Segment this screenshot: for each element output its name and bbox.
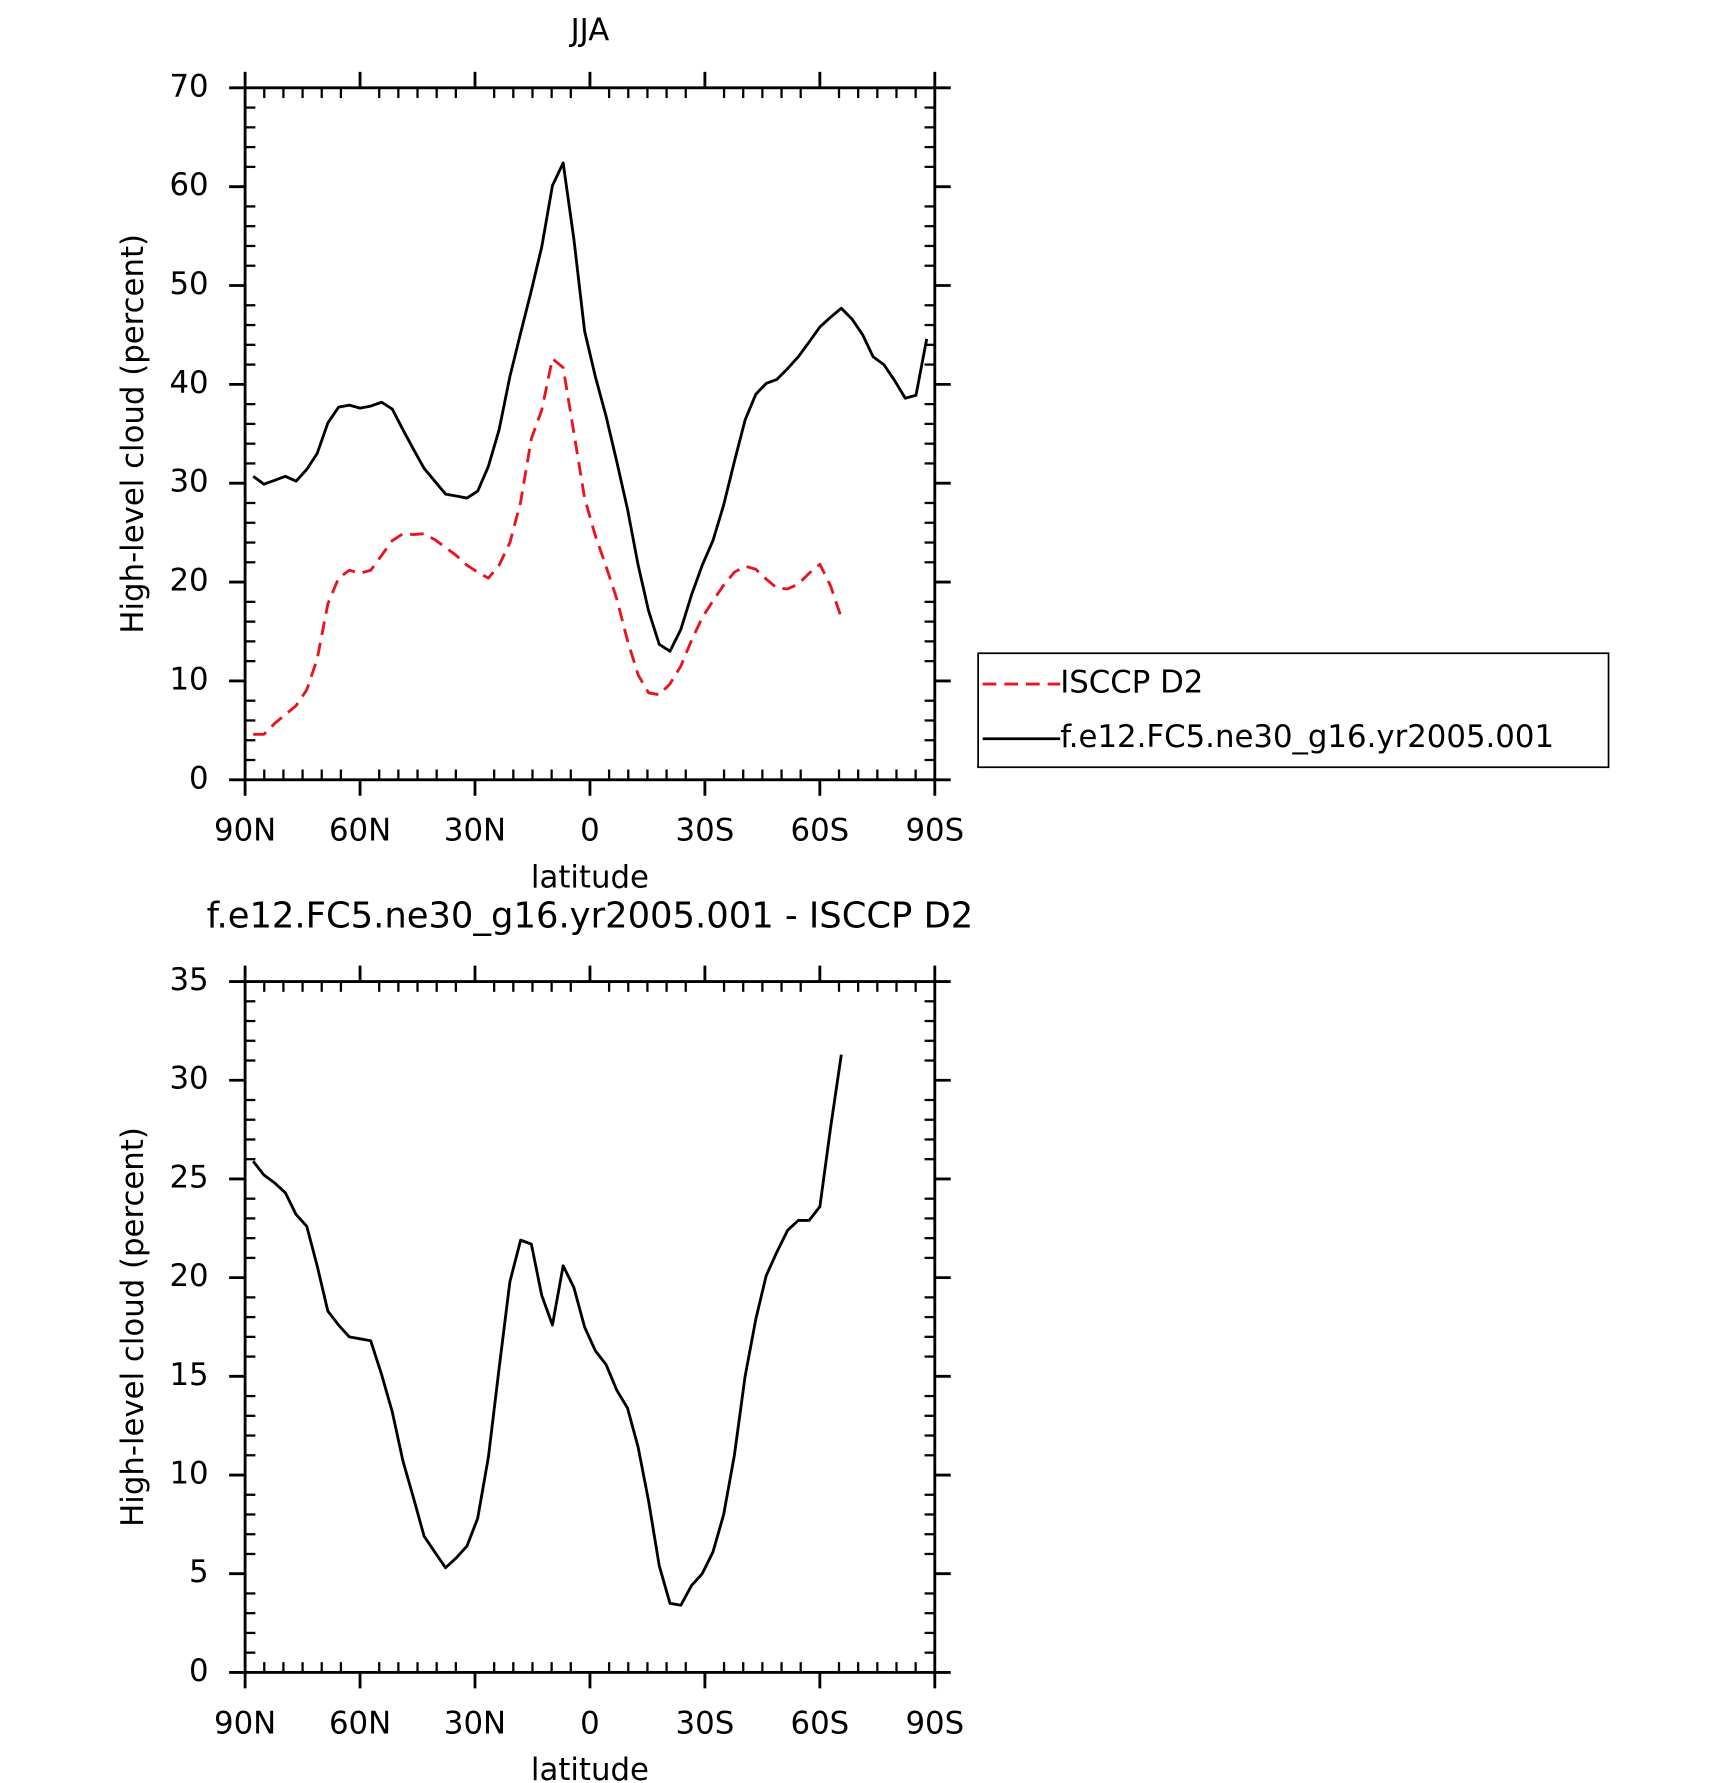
y-tick-label: 0 (189, 1653, 209, 1689)
plot-frame (243, 980, 937, 1674)
y-tick-label: 30 (169, 464, 208, 500)
y-axis-label: High-level cloud (percent) (115, 234, 151, 634)
plot-frame (243, 86, 937, 782)
data-line (252, 1054, 843, 1607)
y-tick-label: 20 (169, 563, 208, 599)
x-tick-label: 60S (791, 1705, 850, 1741)
y-axis-label: High-level cloud (percent) (115, 1127, 151, 1527)
x-tick-label: 60S (791, 813, 850, 849)
chart-title: f.e12.FC5.ne30_g16.yr2005.001 - ISCCP D2 (207, 896, 974, 937)
y-tick-label: 50 (169, 266, 208, 302)
x-tick-label: 90N (214, 813, 276, 849)
y-tick-label: 10 (169, 661, 208, 697)
y-tick-label: 40 (169, 365, 208, 401)
x-tick-label: 60N (329, 1705, 391, 1741)
y-tick-label: 20 (169, 1258, 208, 1294)
legend-label: f.e12.FC5.ne30_g16.yr2005.001 (1060, 719, 1554, 755)
legend-box (977, 652, 1610, 769)
x-tick-label: 30N (444, 813, 506, 849)
y-tick-label: 25 (169, 1159, 208, 1195)
x-tick-label: 0 (580, 813, 600, 849)
chart-title: JJA (569, 12, 610, 48)
x-tick-label: 90N (214, 1705, 276, 1741)
x-tick-label: 30S (676, 1705, 735, 1741)
data-line (252, 161, 929, 653)
x-axis-label: latitude (531, 1752, 649, 1783)
y-tick-label: 10 (169, 1456, 208, 1492)
legend-label: ISCCP D2 (1060, 665, 1203, 701)
y-tick-label: 60 (169, 167, 208, 203)
x-tick-label: 60N (329, 813, 391, 849)
x-tick-label: 90S (905, 1705, 964, 1741)
x-axis-label: latitude (531, 859, 649, 895)
y-tick-label: 70 (169, 68, 208, 104)
y-tick-label: 5 (189, 1554, 209, 1590)
x-tick-label: 30N (444, 1705, 506, 1741)
y-tick-label: 35 (169, 962, 208, 998)
x-tick-label: 30S (676, 813, 735, 849)
y-tick-label: 30 (169, 1061, 208, 1097)
x-tick-label: 90S (905, 813, 964, 849)
y-tick-label: 15 (169, 1357, 208, 1393)
data-line (253, 357, 843, 736)
y-tick-label: 0 (189, 760, 209, 796)
x-tick-label: 0 (580, 1705, 600, 1741)
